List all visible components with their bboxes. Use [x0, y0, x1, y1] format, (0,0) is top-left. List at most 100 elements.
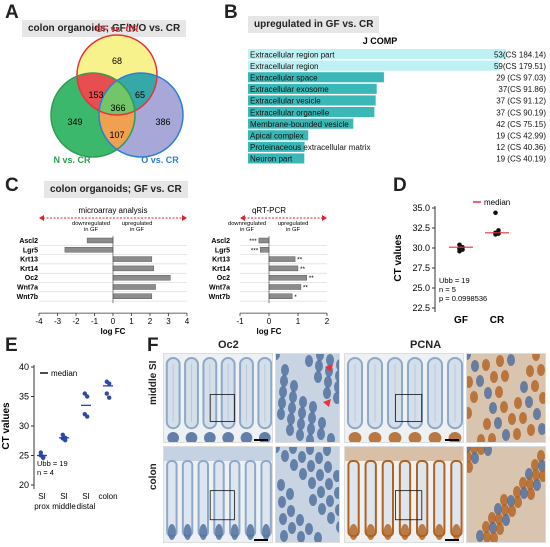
fc-gene-label: Krt14 [20, 266, 38, 273]
fc-up-label: upregulated [122, 221, 153, 227]
venn-diagram: GF vs. CR 68 153 65 366 349 107 386 N vs… [50, 24, 184, 165]
fc-significance: ** [300, 266, 306, 273]
fc-arrow-left [39, 215, 44, 221]
e-tick-label: 40 [19, 362, 29, 372]
d-category-label: CR [490, 315, 505, 326]
e-category-label: SI [82, 492, 90, 501]
fc-tick-label: 4 [185, 317, 190, 326]
micrograph-oc2-colon [163, 446, 273, 543]
go-term-label: Extracellular region [250, 62, 318, 71]
fc-tick-label: 0 [267, 317, 272, 326]
d-point [493, 210, 498, 216]
fc-down-label: downregulated [228, 221, 266, 227]
fc-bar [268, 274, 307, 281]
fc-bar [112, 256, 153, 262]
fc-bar [112, 265, 154, 272]
micrograph-pcna-colon [344, 446, 464, 543]
go-term-label: Neuron part [250, 155, 293, 164]
e-point [107, 395, 112, 400]
venn-count-all: 366 [110, 103, 125, 113]
e-point [85, 394, 90, 399]
micrograph-row-middle-si: middle SI [148, 360, 159, 405]
fc-significance: ** [297, 257, 303, 264]
go-enrichment-chart: J COMP Extracellular region part 53(CS 18… [248, 36, 546, 164]
venn-label-n: N vs. CR [53, 155, 91, 165]
fc-gene-label: Lgr5 [215, 247, 230, 254]
venn-count-gf-o: 65 [135, 90, 145, 100]
go-term-value: 37 (CS 90.19) [496, 108, 546, 117]
fc-tick-label: 0 [111, 317, 116, 326]
go-term-value: 37(CS 91.86) [498, 85, 546, 94]
panel-letter-f: F [147, 335, 159, 356]
fc-gene-label: Wnt7a [209, 285, 230, 292]
e-category-label: SI [60, 492, 68, 501]
e-point [104, 391, 110, 396]
fc-tick-label: -1 [91, 317, 99, 326]
e-point [41, 455, 46, 461]
micrograph-pcna-si-zoom [466, 353, 546, 443]
panel-letter-c: C [5, 175, 19, 196]
fc-gene-label: Wnt7a [17, 285, 38, 292]
go-subtitle: J COMP [363, 36, 398, 46]
go-term-value: 29 (CS 97.03) [496, 74, 546, 83]
fc-tick-label: -2 [72, 317, 80, 326]
fc-down-label: downregulated [72, 221, 110, 227]
go-bar [248, 130, 309, 141]
e-category-label: SI [38, 492, 46, 501]
d-ylabel: CT values [393, 234, 404, 282]
e-category-sublabel: prox [34, 502, 50, 511]
d-legend-label: median [484, 198, 510, 207]
fc-significance: ** [303, 285, 309, 292]
go-term-label: Membrane-bounded vesicle [250, 120, 349, 129]
fc-title: colon organoids; GF vs. CR [44, 181, 188, 198]
go-term-value: 37 (CS 91.12) [496, 97, 546, 106]
e-point [60, 432, 65, 438]
venn-label-o: O vs. CR [141, 155, 179, 165]
fc-significance: * [294, 294, 297, 301]
fc-tick-label: 3 [166, 317, 171, 326]
fc-gene-label: Krt13 [212, 257, 230, 264]
fc-bar [268, 293, 293, 300]
venn-count-o-only: 386 [155, 117, 170, 127]
go-title: upregulated in GF vs. CR [248, 16, 380, 33]
fc-arrow-right [322, 215, 327, 221]
panel-letter-e: E [5, 335, 18, 356]
fc-bar [260, 247, 270, 253]
e-tick-label: 25 [19, 451, 29, 461]
go-term-label: Extracellular region part [250, 50, 335, 59]
e-point [107, 381, 112, 386]
d-tick-label: 27.5 [412, 263, 430, 273]
fc-subchart-title: qRT-PCR [252, 206, 286, 215]
go-bar [248, 118, 354, 129]
d-tick-label: 22.5 [412, 303, 430, 313]
go-term-value: 53(CS 184.14) [494, 50, 546, 59]
e-legend-label: median [51, 369, 77, 378]
e-point [82, 391, 88, 396]
fc-arrow-right [182, 215, 187, 221]
fc-significance: *** [249, 238, 257, 245]
d-stat-n: n = 5 [439, 285, 456, 294]
fc-up-label-2: in GF [130, 227, 145, 233]
fc-subchart-title: microarray analysis [79, 206, 148, 215]
fc-gene-label: Krt13 [20, 257, 38, 264]
fc-gene-label: Wnt7b [209, 294, 230, 301]
fc-up-label: upregulated [278, 221, 309, 227]
go-term-label: Extracellular vesicle [250, 97, 321, 106]
go-bar [248, 60, 500, 71]
go-term-label: Extracellular space [250, 74, 318, 83]
go-bar [248, 95, 376, 106]
fc-gene-label: Oc2 [25, 275, 38, 282]
fc-gene-label: Krt14 [212, 266, 230, 273]
go-term-value: 42 (CS 75.15) [496, 120, 546, 129]
e-ylabel: CT values [1, 402, 12, 450]
fc-xlabel: log FC [257, 327, 282, 336]
fc-significance: *** [251, 247, 259, 254]
d-tick-label: 35.0 [412, 203, 430, 213]
panel-letter-b: B [224, 2, 238, 23]
micrograph-title-oc2: Oc2 [218, 339, 239, 351]
go-term-label: Proteinaceous extracellular matrix [250, 143, 371, 152]
d-tick-label: 30.0 [412, 243, 430, 253]
go-term-value: 19 (CS 40.19) [496, 155, 546, 164]
fc-tick-label: -1 [236, 317, 244, 326]
